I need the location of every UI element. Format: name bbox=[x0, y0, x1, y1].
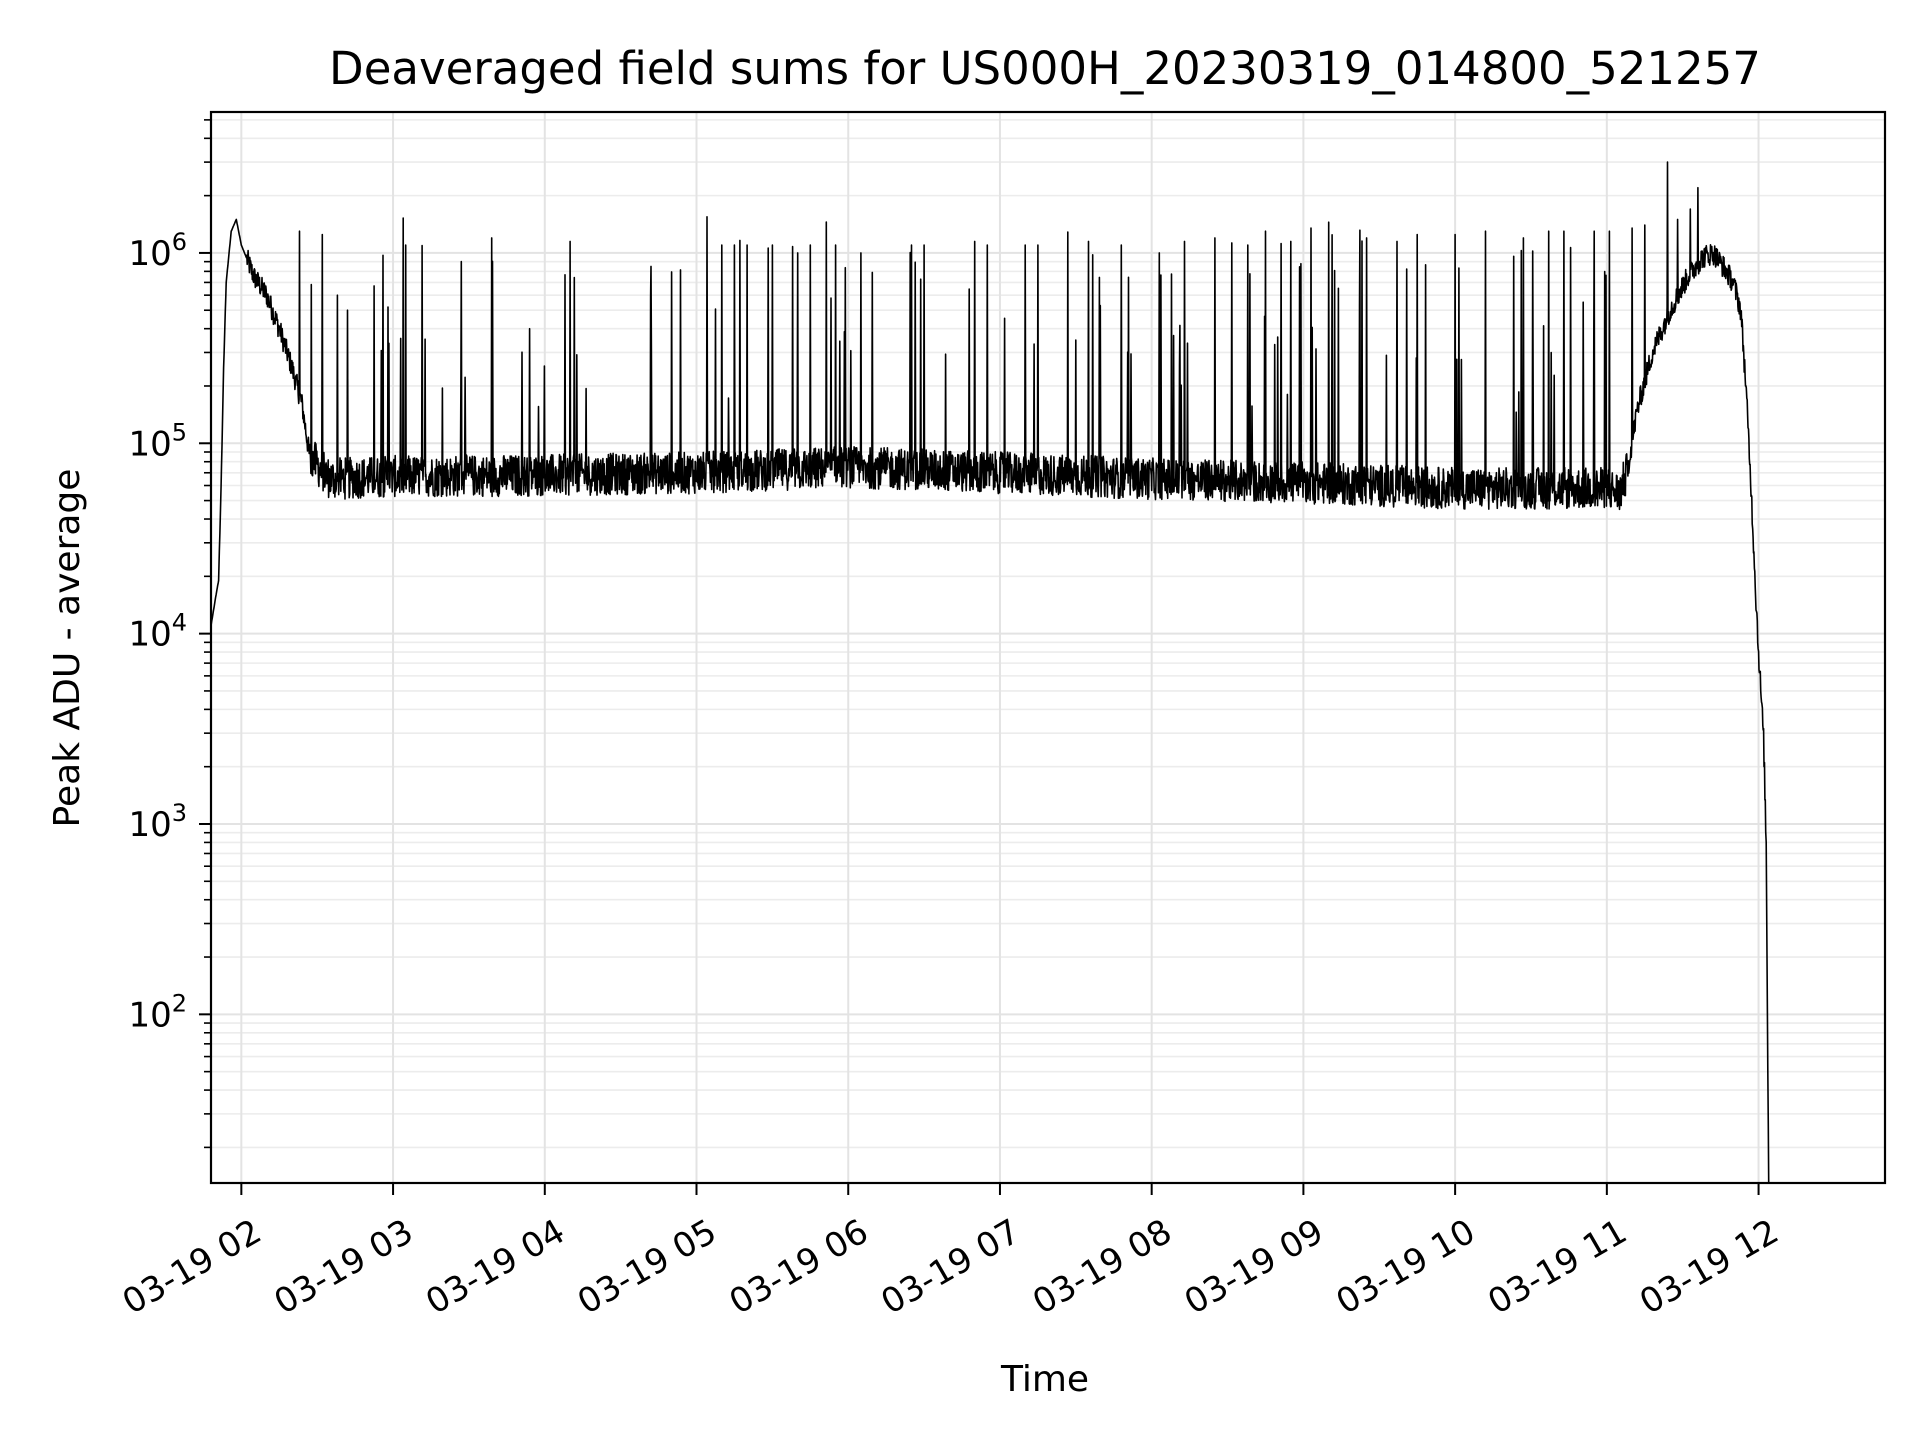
y-axis-label: Peak ADU - average bbox=[47, 469, 88, 828]
chart-title: Deaveraged field sums for US000H_2023031… bbox=[329, 42, 1761, 95]
y-tick-label-base: 10 bbox=[128, 995, 171, 1035]
y-tick-label-exponent: 2 bbox=[172, 989, 187, 1017]
y-tick-label-exponent: 3 bbox=[172, 799, 187, 827]
series-line bbox=[210, 161, 1770, 1184]
y-tick-label: 106 bbox=[128, 228, 187, 274]
y-tick-label: 104 bbox=[128, 609, 187, 655]
x-axis-label: Time bbox=[1000, 1359, 1089, 1400]
y-tick-label: 103 bbox=[128, 799, 187, 845]
y-tick-label-exponent: 5 bbox=[172, 418, 187, 446]
y-tick-label-base: 10 bbox=[128, 424, 171, 464]
y-tick-label: 102 bbox=[128, 989, 187, 1035]
y-tick-label-base: 10 bbox=[128, 805, 171, 845]
plot-frame bbox=[209, 110, 1887, 1185]
y-tick-label-base: 10 bbox=[128, 234, 171, 274]
y-tick-label-exponent: 6 bbox=[172, 228, 187, 256]
y-tick-label-base: 10 bbox=[128, 615, 171, 655]
axes bbox=[199, 110, 1887, 1195]
y-tick-label-exponent: 4 bbox=[172, 609, 187, 637]
y-tick-label: 105 bbox=[128, 418, 187, 464]
series-layer bbox=[210, 161, 1770, 1184]
